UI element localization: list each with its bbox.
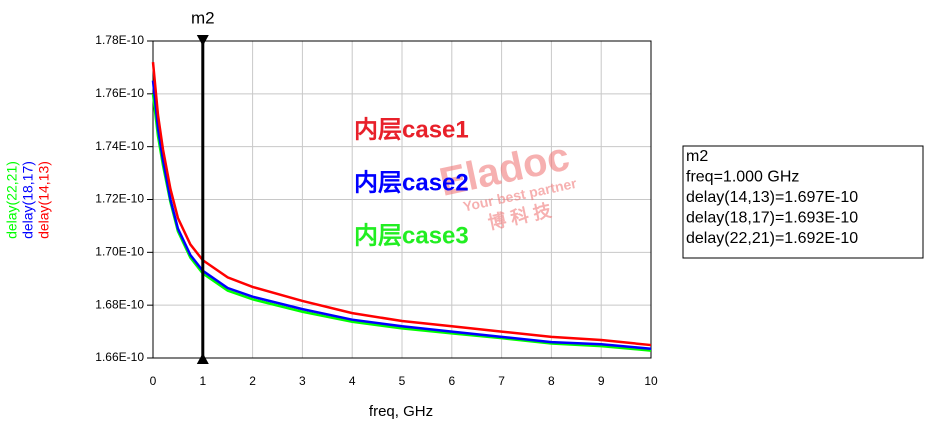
marker-triangle xyxy=(196,353,209,364)
y-axis-series-label: delay(22,21) xyxy=(4,161,20,239)
y-tick-label: 1.72E-10 xyxy=(95,192,144,206)
marker-readout-line: delay(14,13)=1.697E-10 xyxy=(686,189,858,206)
plot-frame xyxy=(152,40,652,359)
x-tick-label: 6 xyxy=(448,374,455,388)
marker-readout-box xyxy=(682,145,924,259)
marker-readout-line: delay(22,21)=1.692E-10 xyxy=(686,230,858,247)
annotation: 内层case3 xyxy=(354,222,469,249)
x-tick-label: 7 xyxy=(498,374,505,388)
x-tick-label: 5 xyxy=(399,374,406,388)
x-tick-label: 0 xyxy=(150,374,157,388)
series-line xyxy=(151,62,652,347)
series-line xyxy=(151,80,652,350)
marker-triangle xyxy=(196,35,209,46)
x-tick-label: 10 xyxy=(644,374,658,388)
y-axis-series-label: delay(14,13) xyxy=(36,161,52,239)
y-axis-series-label: delay(18,17) xyxy=(20,161,36,239)
marker-name: m2 xyxy=(191,8,215,27)
y-tick-label: 1.74E-10 xyxy=(95,139,144,153)
annotation: 内层case2 xyxy=(354,169,469,196)
y-tick-label: 1.76E-10 xyxy=(95,86,144,100)
marker-readout-line: m2 xyxy=(686,148,708,165)
y-tick-label: 1.78E-10 xyxy=(95,33,144,47)
x-tick-label: 8 xyxy=(548,374,555,388)
y-tick-label: 1.66E-10 xyxy=(95,350,144,364)
y-tick-label: 1.68E-10 xyxy=(95,297,144,311)
x-tick-label: 1 xyxy=(199,374,206,388)
marker-readout-line: freq=1.000 GHz xyxy=(686,169,799,186)
annotation: 内层case1 xyxy=(354,116,469,143)
x-tick-label: 4 xyxy=(349,374,356,388)
marker-readout-line: delay(18,17)=1.693E-10 xyxy=(686,210,858,227)
x-tick-label: 3 xyxy=(299,374,306,388)
y-tick-label: 1.70E-10 xyxy=(95,245,144,259)
x-tick-label: 9 xyxy=(598,374,605,388)
x-tick-label: 2 xyxy=(249,374,256,388)
x-axis-label: freq, GHz xyxy=(369,403,433,420)
